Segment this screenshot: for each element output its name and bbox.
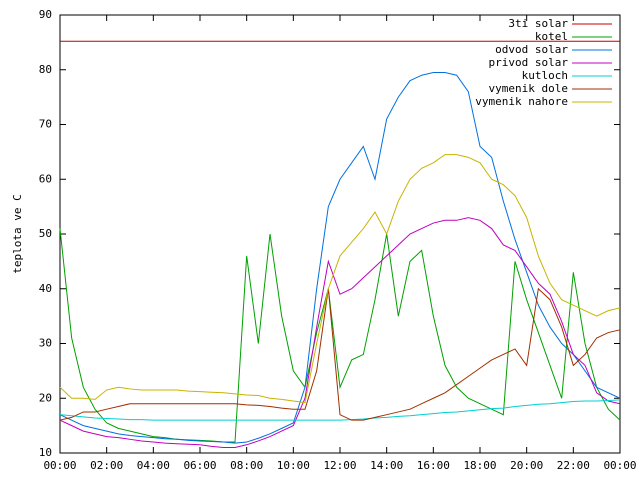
y-tick-label: 50 — [39, 227, 52, 240]
y-tick-label: 30 — [39, 337, 52, 350]
y-axis-label: teplota ve C — [11, 194, 24, 273]
x-tick-label: 18:00 — [463, 459, 496, 472]
legend-label: odvod solar — [495, 43, 568, 56]
y-tick-label: 80 — [39, 63, 52, 76]
y-tick-label: 20 — [39, 391, 52, 404]
x-tick-label: 14:00 — [370, 459, 403, 472]
x-tick-label: 22:00 — [557, 459, 590, 472]
y-tick-label: 70 — [39, 118, 52, 131]
y-tick-label: 40 — [39, 282, 52, 295]
y-tick-label: 10 — [39, 446, 52, 459]
x-tick-label: 12:00 — [323, 459, 356, 472]
series-line — [59, 399, 621, 421]
x-tick-label: 02:00 — [90, 459, 123, 472]
legend-label: vymenik nahore — [475, 95, 568, 108]
y-tick-label: 90 — [39, 8, 52, 21]
x-tick-label: 10:00 — [277, 459, 310, 472]
x-tick-label: 06:00 — [183, 459, 216, 472]
y-tick-label: 60 — [39, 172, 52, 185]
series-line — [59, 71, 621, 444]
x-tick-label: 00:00 — [603, 459, 636, 472]
series-line — [59, 228, 621, 443]
series-line — [59, 287, 621, 421]
x-tick-label: 20:00 — [510, 459, 543, 472]
x-tick-label: 16:00 — [417, 459, 450, 472]
legend-label: 3ti solar — [508, 17, 568, 30]
x-tick-label: 04:00 — [137, 459, 170, 472]
x-tick-label: 08:00 — [230, 459, 263, 472]
series-line — [59, 154, 621, 404]
legend-label: kotel — [535, 30, 568, 43]
legend-label: privod solar — [489, 56, 569, 69]
legend-label: vymenik dole — [489, 82, 568, 95]
legend-label: kutloch — [522, 69, 568, 82]
x-tick-label: 00:00 — [43, 459, 76, 472]
series-line — [59, 217, 621, 449]
